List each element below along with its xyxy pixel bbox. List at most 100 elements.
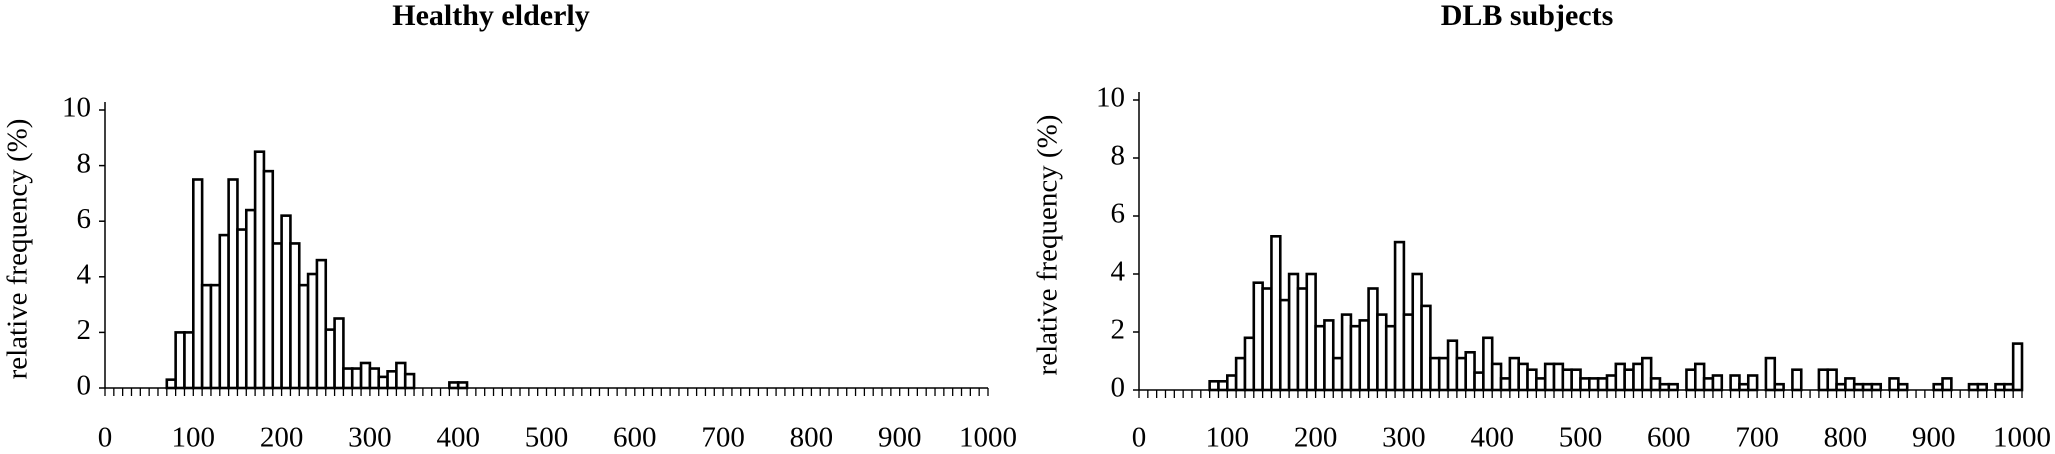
bar — [395, 361, 407, 390]
bar — [1287, 272, 1300, 392]
y-tick-label: 10 — [62, 92, 91, 124]
bar — [1384, 324, 1397, 392]
bar — [1464, 350, 1476, 392]
y-tick-label: 8 — [1111, 140, 1126, 172]
bar — [192, 178, 204, 390]
bar — [1482, 336, 1494, 392]
bar — [342, 367, 354, 390]
bar — [1941, 377, 1953, 392]
bar — [324, 328, 336, 390]
bar — [1296, 287, 1309, 392]
y-tick-label: 0 — [1111, 372, 1126, 404]
bar — [1605, 374, 1618, 392]
chart: Healthy elderly relative frequency (%) 0 2 4… — [2, 0, 1017, 454]
y-axis-label: relative frequency (%) — [2, 119, 34, 380]
bar — [359, 361, 372, 390]
bar — [1773, 382, 1785, 392]
x-tick-label: 100 — [1206, 422, 1250, 454]
x-tick-label: 1000 — [1993, 422, 2051, 454]
x-tick-label: 800 — [790, 422, 834, 454]
bar — [1711, 374, 1724, 392]
bar — [1323, 319, 1335, 392]
bar — [1826, 368, 1838, 392]
bar — [1976, 382, 1988, 392]
bar — [165, 378, 177, 390]
bar — [1490, 362, 1503, 392]
bar — [1623, 368, 1635, 392]
x-tick-label: 500 — [525, 422, 569, 454]
bar — [315, 258, 328, 390]
bar — [1693, 362, 1706, 392]
bar — [1226, 374, 1238, 392]
bar — [1685, 368, 1697, 392]
bar — [1852, 382, 1865, 392]
bar — [1588, 377, 1600, 392]
y-tick-label: 6 — [77, 203, 92, 235]
bar — [1994, 382, 2006, 392]
bar — [1596, 377, 1609, 392]
bar — [1208, 379, 1220, 392]
x-tick-label: 0 — [98, 422, 113, 454]
bar — [456, 381, 469, 390]
bar — [227, 178, 239, 390]
bar — [1331, 356, 1344, 392]
bar — [218, 233, 230, 390]
bar — [1729, 374, 1741, 392]
bar — [1234, 356, 1247, 392]
bar — [1429, 356, 1441, 392]
y-tick-label: 2 — [77, 314, 92, 346]
bar — [253, 150, 266, 390]
x-tick-label: 600 — [1647, 422, 1691, 454]
x-tick-label: 900 — [878, 422, 922, 454]
bar — [1367, 287, 1379, 392]
bar — [1835, 382, 1847, 392]
x-tick-label: 800 — [1824, 422, 1868, 454]
bar — [1473, 371, 1485, 392]
bar — [1278, 298, 1291, 392]
bar — [1932, 382, 1944, 392]
bar — [333, 317, 345, 390]
y-tick-label: 6 — [1111, 198, 1126, 230]
y-tick-label: 4 — [77, 258, 92, 290]
bar — [1658, 382, 1671, 392]
chart-title: DLB subjects — [1441, 0, 1614, 32]
bar — [1738, 382, 1750, 392]
x-tick-label: 0 — [1132, 422, 1147, 454]
x-tick-label: 100 — [172, 422, 216, 454]
bar — [1358, 319, 1370, 392]
bar — [1393, 240, 1406, 392]
bar — [1411, 272, 1423, 392]
bar — [2011, 342, 2024, 392]
x-tick-label: 200 — [1294, 422, 1338, 454]
bar — [2003, 382, 2015, 392]
bar — [1844, 377, 1856, 392]
bar — [1526, 368, 1538, 392]
bar — [1517, 362, 1529, 392]
y-axis-label: relative frequency (%) — [1032, 115, 1064, 376]
bar — [403, 372, 416, 390]
bar — [1561, 368, 1573, 392]
bar — [1570, 368, 1582, 392]
y-tick-label: 2 — [1111, 314, 1126, 346]
bar — [1632, 362, 1644, 392]
bar — [1340, 313, 1353, 392]
bar — [1861, 382, 1874, 392]
bar — [1455, 356, 1468, 392]
bar — [350, 367, 363, 390]
x-tick-label: 500 — [1559, 422, 1603, 454]
bar — [1305, 272, 1317, 392]
bar — [1817, 368, 1830, 392]
bar — [1252, 281, 1264, 392]
bar — [306, 272, 319, 390]
x-tick-label: 200 — [260, 422, 304, 454]
bar — [1702, 377, 1715, 392]
x-tick-label: 900 — [1912, 422, 1956, 454]
bar — [200, 283, 213, 390]
bar — [1270, 235, 1282, 392]
bar — [1552, 362, 1565, 392]
bar — [1614, 362, 1626, 392]
bar — [1314, 324, 1326, 392]
bar — [1446, 339, 1459, 392]
